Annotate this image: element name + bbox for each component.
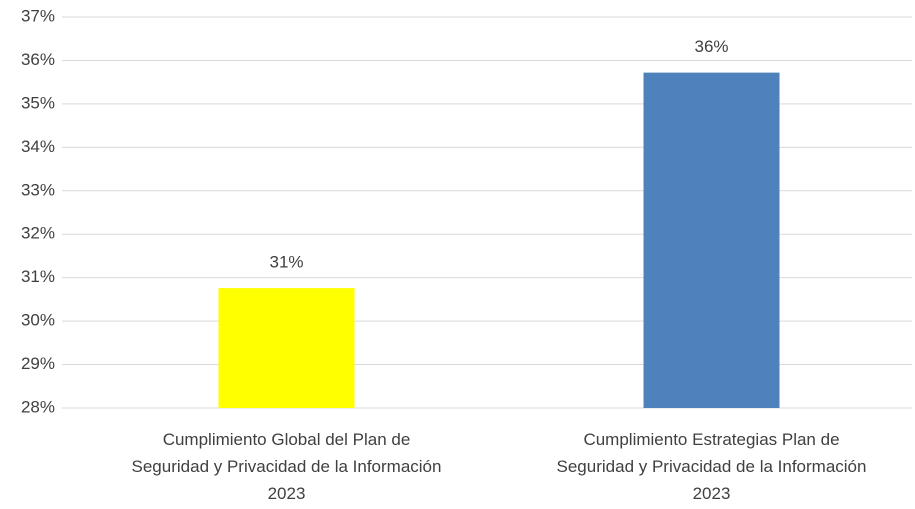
y-tick-label: 36%	[21, 50, 55, 69]
x-tick-label: Cumplimiento Estrategias Plan de Segurid…	[556, 430, 867, 503]
y-tick-label: 32%	[21, 224, 55, 243]
y-tick-label: 28%	[21, 397, 55, 416]
y-tick-label: 37%	[21, 6, 55, 25]
y-tick-label: 33%	[21, 180, 55, 199]
data-label: 36%	[694, 37, 728, 56]
bar	[218, 288, 355, 408]
y-tick-label: 29%	[21, 354, 55, 373]
y-tick-label: 34%	[21, 137, 55, 156]
y-tick-label: 35%	[21, 93, 55, 112]
y-tick-label: 30%	[21, 311, 55, 330]
data-label: 31%	[269, 253, 303, 272]
bar	[643, 72, 780, 408]
y-tick-label: 31%	[21, 267, 55, 286]
x-tick-label: Cumplimiento Global del Plan de Segurida…	[131, 430, 442, 503]
